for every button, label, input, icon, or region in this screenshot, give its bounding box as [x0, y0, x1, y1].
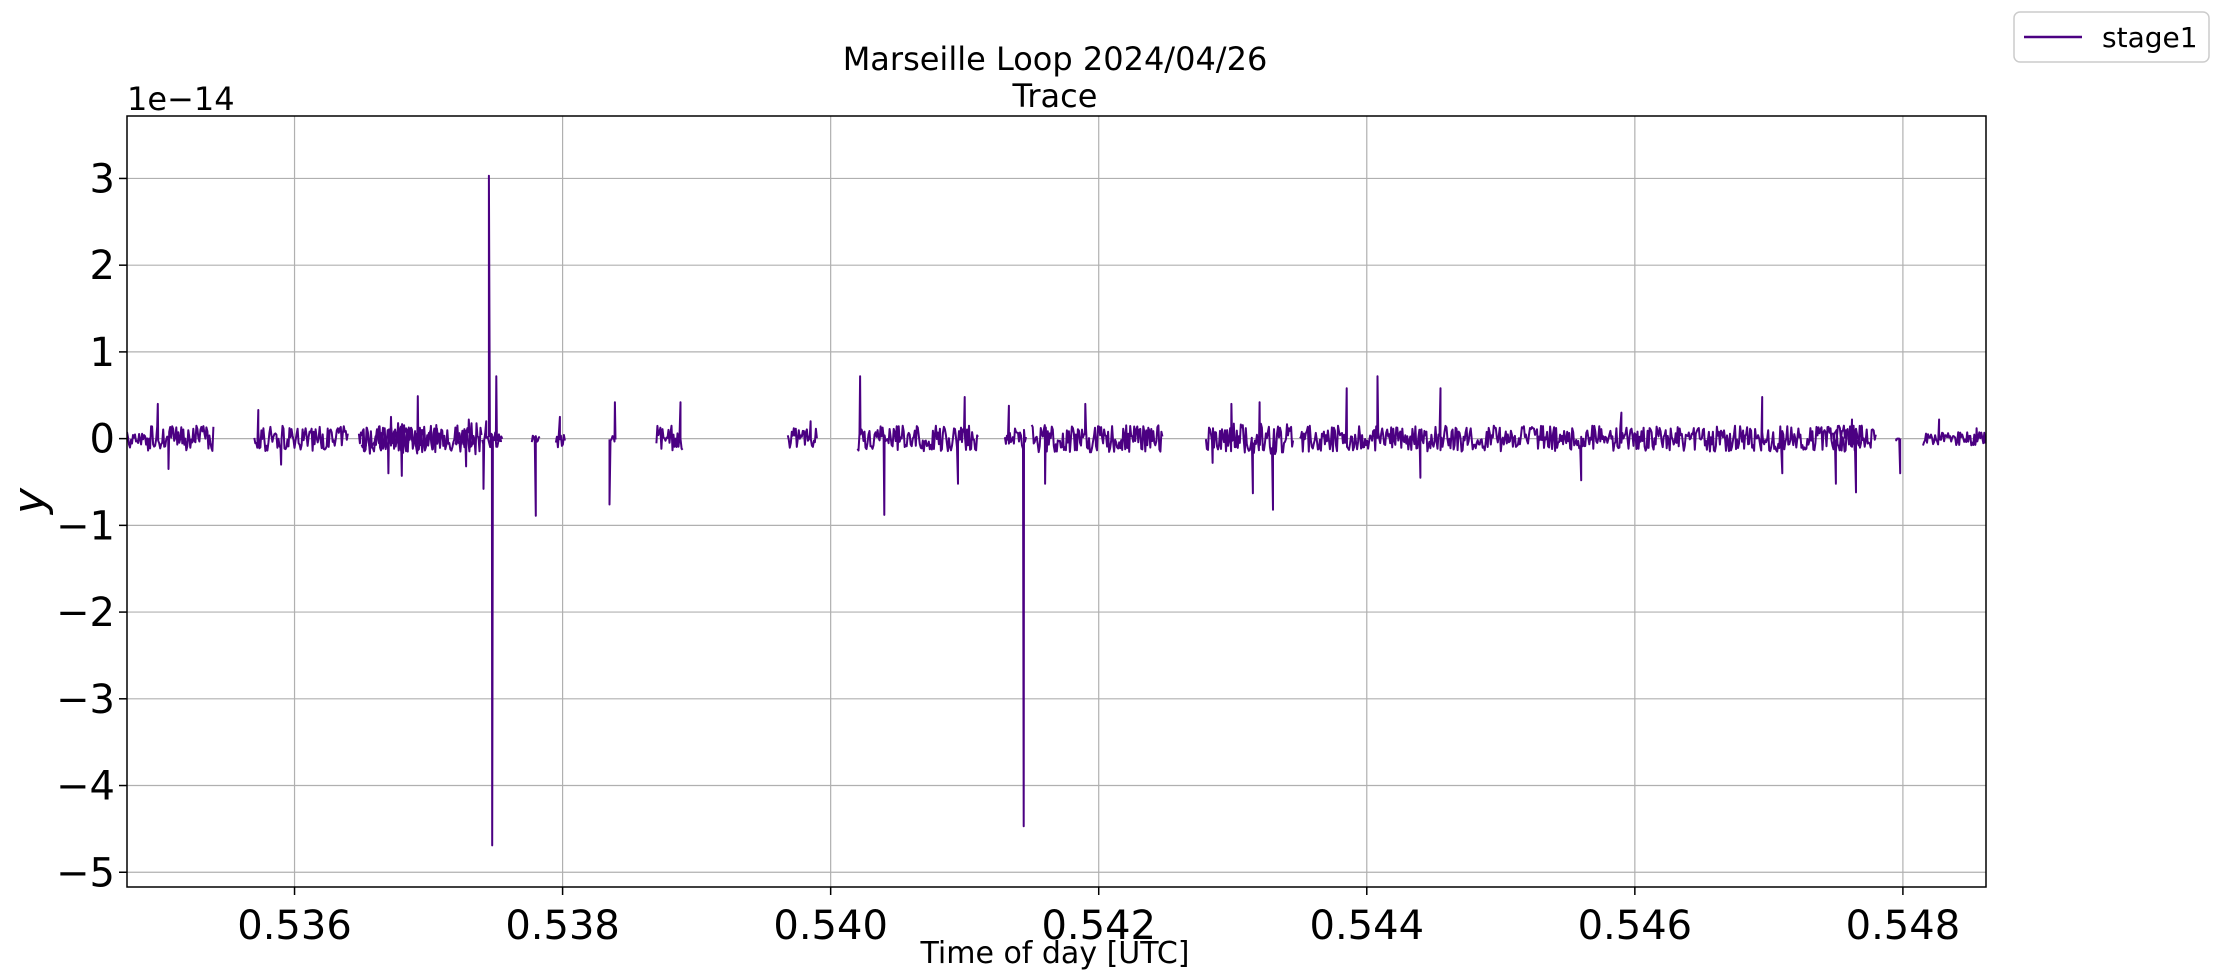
legend: stage1 [2013, 11, 2210, 63]
x-axis: 0.536 0.538 0.540 0.542 0.544 0.546 0.548 [237, 887, 1960, 949]
y-offset-label: 1e−14 [127, 80, 235, 118]
y-tick-label: −2 [56, 590, 115, 636]
series-line-stage1 [357, 395, 483, 475]
y-tick-label: 1 [90, 330, 115, 376]
legend-label-stage1: stage1 [2102, 21, 2198, 54]
y-tick-label: −4 [56, 764, 115, 810]
x-axis-label: Time of day [UTC] [919, 936, 1189, 971]
x-tick-label: 0.548 [1846, 903, 1961, 949]
series-line-stage1 [655, 401, 684, 452]
series-line-stage1 [530, 434, 541, 517]
x-tick-label: 0.542 [1041, 903, 1156, 949]
y-axis: −5 −4 −3 −2 −1 0 1 2 3 [56, 156, 127, 896]
plot-frame [126, 115, 1987, 888]
series-line-stage1 [856, 375, 979, 516]
y-tick-label: 0 [90, 417, 115, 463]
y-axis-label: y [4, 487, 55, 516]
series-line-stage1 [253, 409, 349, 466]
series-layer [127, 174, 1986, 847]
series-line-stage1 [127, 402, 215, 470]
series-line-stage1 [487, 174, 502, 847]
series-line-stage1 [554, 415, 566, 449]
series-line-stage1 [1003, 404, 1027, 828]
x-tick-label: 0.538 [505, 903, 620, 949]
series-line-stage1 [1922, 418, 1986, 447]
y-tick-label: 2 [90, 243, 115, 289]
y-tick-label: −3 [56, 677, 115, 723]
y-tick-label: 3 [90, 156, 115, 202]
x-tick-label: 0.544 [1310, 903, 1425, 949]
x-tick-label: 0.540 [773, 903, 888, 949]
x-tick-label: 0.546 [1578, 903, 1693, 949]
series-line-stage1 [608, 401, 617, 506]
series-line-stage1 [1030, 402, 1164, 485]
y-tick-label: −1 [56, 503, 115, 549]
series-line-stage1 [1204, 402, 1234, 464]
series-line-stage1 [1299, 375, 1877, 482]
legend-frame [2013, 11, 2210, 63]
series-line-stage1 [786, 420, 818, 449]
series-line-stage1 [1895, 437, 1902, 475]
chart-title: Marseille Loop 2024/04/26 [843, 40, 1268, 78]
x-tick-label: 0.536 [237, 903, 352, 949]
series-line-stage1 [1231, 401, 1295, 511]
series-line-stage1 [1831, 418, 1863, 494]
chart-subtitle: Trace [1012, 77, 1098, 115]
y-tick-label: −5 [56, 850, 115, 896]
